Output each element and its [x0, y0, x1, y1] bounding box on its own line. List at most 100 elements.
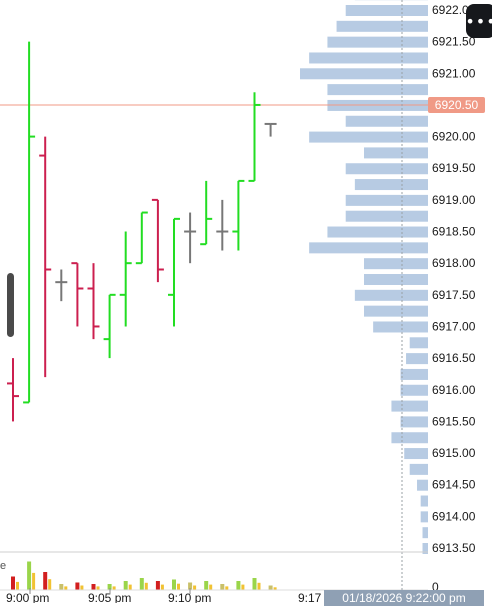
price-axis-label: 6918.50: [432, 225, 476, 239]
volume-bar-secondary: [80, 586, 83, 591]
volume-bar-secondary: [225, 586, 228, 590]
volume-bar: [140, 578, 144, 590]
volume-bar: [253, 578, 257, 590]
volume-histogram: [0, 562, 428, 591]
volume-bar-secondary: [177, 584, 180, 590]
profile-bar: [309, 132, 428, 143]
profile-bar: [337, 21, 428, 32]
profile-bar: [346, 5, 428, 16]
ohlc-bar: [168, 219, 180, 327]
volume-bar-secondary: [209, 585, 212, 590]
volume-bar: [269, 586, 273, 591]
profile-bar: [309, 242, 428, 253]
profile-bar: [309, 52, 428, 63]
price-axis-label: 6920.00: [432, 130, 476, 144]
ohlc-bar: [7, 358, 19, 421]
price-axis-label: 6916.00: [432, 383, 476, 397]
more-horizontal-icon: •••: [465, 12, 492, 31]
volume-bar: [75, 583, 79, 591]
price-axis-label: 6916.50: [432, 351, 476, 365]
ohlc-bar: [120, 232, 132, 327]
profile-bar: [406, 353, 428, 364]
profile-bar: [346, 195, 428, 206]
volume-bar-secondary: [161, 585, 164, 590]
volume-bar: [156, 581, 160, 590]
price-axis-label: 6919.50: [432, 161, 476, 175]
profile-bar: [423, 527, 428, 538]
volume-bar-secondary: [113, 586, 116, 590]
time-axis-label: 9:17: [298, 591, 322, 603]
price-axis-label: 6913.50: [432, 541, 476, 555]
volume-bar-secondary: [48, 579, 51, 590]
profile-bar: [417, 480, 428, 491]
price-axis-label: 6915.00: [432, 446, 476, 460]
volume-bar-secondary: [32, 573, 35, 590]
profile-bar: [404, 448, 428, 459]
volume-bar: [220, 584, 224, 590]
price-axis-label: 6914.00: [432, 509, 476, 523]
ohlc-bar: [23, 42, 35, 403]
price-axis-label: 6917.50: [432, 288, 476, 302]
profile-bar: [421, 496, 428, 507]
price-axis[interactable]: 6922.06921.506921.006920.006919.506919.0…: [432, 3, 476, 594]
profile-bar: [373, 321, 428, 332]
ohlc-bar: [216, 200, 228, 251]
volume-bar: [204, 581, 208, 590]
volume-bar: [172, 580, 176, 591]
profile-bar: [327, 84, 428, 95]
volume-bar: [27, 562, 31, 591]
profile-bar: [355, 290, 428, 301]
profile-bar: [364, 258, 428, 269]
volume-bar-secondary: [241, 585, 244, 590]
volume-bar-secondary: [129, 585, 132, 590]
profile-bar: [421, 511, 428, 522]
profile-bar: [364, 147, 428, 158]
volume-bar-secondary: [16, 582, 19, 590]
volume-bar: [236, 581, 240, 590]
ohlc-bar: [265, 124, 277, 137]
volume-bar-secondary: [64, 586, 67, 590]
profile-bar: [391, 401, 428, 412]
profile-bar: [346, 116, 428, 127]
ohlc-bar: [55, 270, 67, 302]
profile-bar: [401, 369, 428, 380]
ohlc-bars: [7, 42, 277, 422]
volume-bar-secondary: [97, 586, 100, 590]
price-axis-label: 6914.50: [432, 478, 476, 492]
price-axis-label: 6921.00: [432, 66, 476, 80]
ohlc-bar: [88, 263, 100, 339]
scroll-handle[interactable]: [7, 273, 14, 337]
profile-bar: [355, 179, 428, 190]
ohlc-bar: [184, 213, 196, 264]
volume-bar: [59, 584, 63, 590]
more-options-button[interactable]: •••: [466, 4, 492, 38]
ohlc-bar: [152, 200, 164, 282]
profile-bar: [346, 211, 428, 222]
ohlc-bar: [136, 213, 148, 264]
crosshair-timestamp: 01/18/2026 9:22:00 pm: [324, 590, 484, 606]
volume-bar-secondary: [193, 586, 196, 591]
ohlc-bar: [104, 295, 116, 358]
volume-bar: [43, 572, 47, 590]
profile-bar: [327, 227, 428, 238]
ohlc-bar: [232, 181, 244, 251]
ohlc-bar: [39, 137, 51, 378]
volume-bar: [92, 584, 96, 590]
profile-bar: [410, 337, 428, 348]
profile-bar: [364, 274, 428, 285]
price-axis-label: 6922.0: [432, 3, 469, 17]
price-axis-label: 6917.00: [432, 319, 476, 333]
ohlc-bar: [200, 181, 212, 244]
price-axis-label: 6919.00: [432, 193, 476, 207]
profile-bar: [401, 385, 428, 396]
ohlc-bar: [249, 92, 261, 181]
volume-bar: [124, 581, 128, 590]
volume-bar: [11, 577, 15, 591]
price-axis-label: 6918.00: [432, 256, 476, 270]
profile-bar: [391, 432, 428, 443]
price-axis-label: 6915.50: [432, 414, 476, 428]
profile-bar: [300, 68, 428, 79]
profile-bar: [410, 464, 428, 475]
profile-bar: [364, 306, 428, 317]
